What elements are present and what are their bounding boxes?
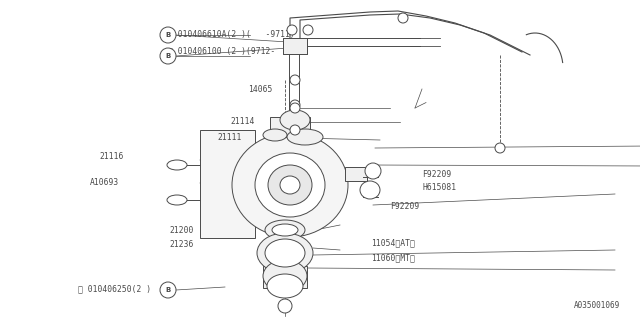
- Circle shape: [290, 75, 300, 85]
- Text: Ⓑ 010406610A(2 )(   -9711): Ⓑ 010406610A(2 )( -9711): [168, 29, 294, 38]
- Bar: [270, 117, 310, 137]
- Ellipse shape: [360, 181, 380, 199]
- Text: 14065: 14065: [248, 85, 273, 94]
- Text: A10693: A10693: [90, 178, 119, 187]
- Circle shape: [160, 27, 176, 43]
- Text: 21114: 21114: [230, 117, 255, 126]
- Text: Ⓑ 010406250(2 ): Ⓑ 010406250(2 ): [78, 284, 151, 293]
- Ellipse shape: [232, 133, 348, 237]
- Text: 21200: 21200: [170, 226, 194, 235]
- Ellipse shape: [278, 299, 292, 313]
- Text: Ⓑ 010406100 (2 )(9712-   ): Ⓑ 010406100 (2 )(9712- ): [168, 47, 294, 56]
- Circle shape: [160, 48, 176, 64]
- Ellipse shape: [257, 233, 313, 273]
- Circle shape: [287, 25, 297, 35]
- Ellipse shape: [255, 153, 325, 217]
- Ellipse shape: [267, 274, 303, 298]
- Ellipse shape: [272, 224, 298, 236]
- Text: F92209: F92209: [390, 202, 420, 211]
- Circle shape: [495, 143, 505, 153]
- Bar: [345, 167, 367, 181]
- Bar: [283, 38, 307, 54]
- Circle shape: [290, 103, 300, 113]
- Ellipse shape: [365, 163, 381, 179]
- Text: 21111: 21111: [218, 133, 242, 142]
- Circle shape: [303, 25, 313, 35]
- Ellipse shape: [265, 220, 305, 240]
- Text: 21236: 21236: [170, 240, 194, 249]
- Ellipse shape: [265, 239, 305, 267]
- Ellipse shape: [263, 260, 307, 292]
- Text: 11060〈MT〉: 11060〈MT〉: [371, 253, 415, 262]
- Ellipse shape: [287, 129, 323, 145]
- Ellipse shape: [280, 110, 310, 130]
- Circle shape: [160, 282, 176, 298]
- Text: B: B: [165, 32, 171, 38]
- Circle shape: [398, 13, 408, 23]
- Text: B: B: [165, 53, 171, 59]
- Text: H615081: H615081: [422, 183, 456, 192]
- Bar: [263, 266, 307, 288]
- Circle shape: [290, 125, 300, 135]
- Ellipse shape: [167, 195, 187, 205]
- Text: A035001069: A035001069: [573, 301, 620, 310]
- Bar: [200, 130, 255, 238]
- Text: F92209: F92209: [422, 170, 452, 179]
- Text: B: B: [165, 287, 171, 293]
- Ellipse shape: [167, 160, 187, 170]
- Ellipse shape: [280, 176, 300, 194]
- Text: 21116: 21116: [99, 152, 124, 161]
- Circle shape: [290, 100, 300, 110]
- Text: 11054〈AT〉: 11054〈AT〉: [371, 239, 415, 248]
- Ellipse shape: [268, 165, 312, 205]
- Ellipse shape: [263, 129, 287, 141]
